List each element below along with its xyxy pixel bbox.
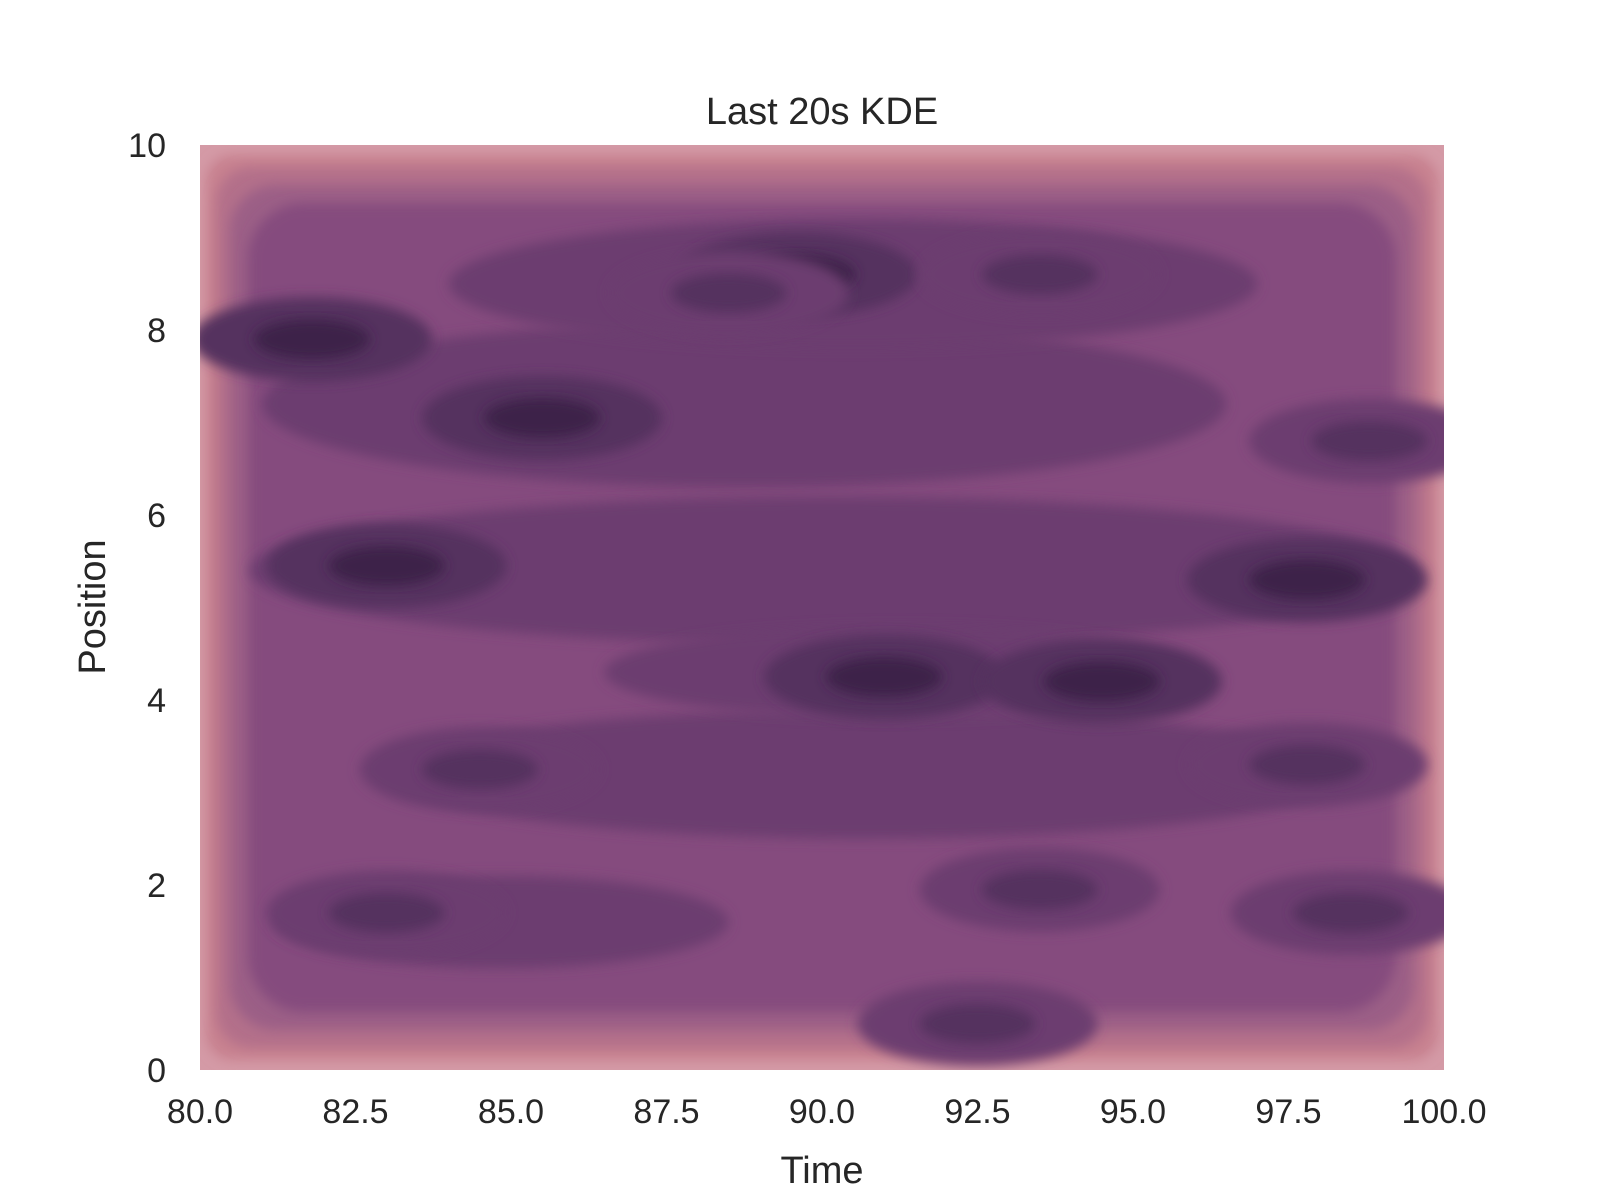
y-tick-label: 4: [147, 682, 166, 720]
x-axis-ticks: 80.0 82.5 85.0 87.5 90.0 92.5 95.0 97.5 100.0: [167, 1093, 1487, 1131]
x-tick-label: 87.5: [633, 1093, 699, 1131]
density-peak: [919, 1003, 1036, 1044]
y-tick-label: 8: [147, 312, 166, 350]
density-peak: [826, 656, 943, 697]
chart-title: Last 20s KDE: [706, 91, 938, 133]
x-tick-label: 80.0: [167, 1093, 233, 1131]
y-tick-label: 0: [147, 1052, 166, 1090]
density-peak: [421, 749, 538, 790]
density-peak: [1311, 421, 1428, 461]
y-axis-ticks: 0 2 4 6 8 10: [128, 127, 166, 1090]
density-peak: [328, 892, 445, 933]
x-tick-label: 90.0: [789, 1093, 855, 1131]
x-tick-label: 100.0: [1401, 1093, 1486, 1131]
plot-area: [200, 145, 1444, 1070]
density-ridge: [249, 496, 1413, 645]
density-peak: [253, 319, 370, 360]
density-peak: [1043, 661, 1160, 702]
x-tick-label: 97.5: [1255, 1093, 1321, 1131]
density-peak: [328, 545, 445, 586]
kde-contour-layers: [200, 155, 1444, 1066]
density-peak: [670, 273, 787, 313]
density-peak: [981, 254, 1098, 295]
x-tick-label: 95.0: [1100, 1093, 1166, 1131]
x-axis-label: Time: [780, 1150, 863, 1192]
density-peak: [1292, 892, 1409, 933]
x-tick-label: 82.5: [322, 1093, 388, 1131]
density-ridge: [386, 709, 1351, 839]
x-tick-label: 85.0: [478, 1093, 544, 1131]
density-peak: [1249, 559, 1366, 600]
y-tick-label: 10: [128, 127, 166, 165]
x-tick-label: 92.5: [944, 1093, 1010, 1131]
density-peak: [484, 397, 601, 438]
y-tick-label: 2: [147, 867, 166, 905]
density-peak: [1249, 744, 1366, 785]
density-peak: [981, 869, 1098, 910]
y-axis-label: Position: [72, 539, 114, 674]
y-tick-label: 6: [147, 497, 166, 535]
